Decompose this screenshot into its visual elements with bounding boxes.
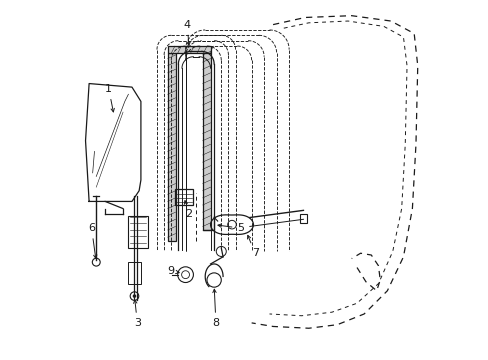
Text: 7: 7 [247,235,258,258]
Text: 5: 5 [218,223,244,233]
Bar [175,189,192,205]
Bar [128,216,148,248]
Bar [167,46,210,53]
Text: 6: 6 [88,223,97,258]
Text: 9: 9 [167,266,179,276]
Circle shape [132,294,136,298]
Bar [128,262,141,284]
Bar [167,53,175,241]
Text: 8: 8 [212,289,219,328]
Bar [299,214,306,223]
Text: 4: 4 [183,19,190,45]
Bar [203,53,210,230]
Text: 2: 2 [184,201,192,219]
Text: 3: 3 [133,300,141,328]
Text: 1: 1 [105,84,114,112]
